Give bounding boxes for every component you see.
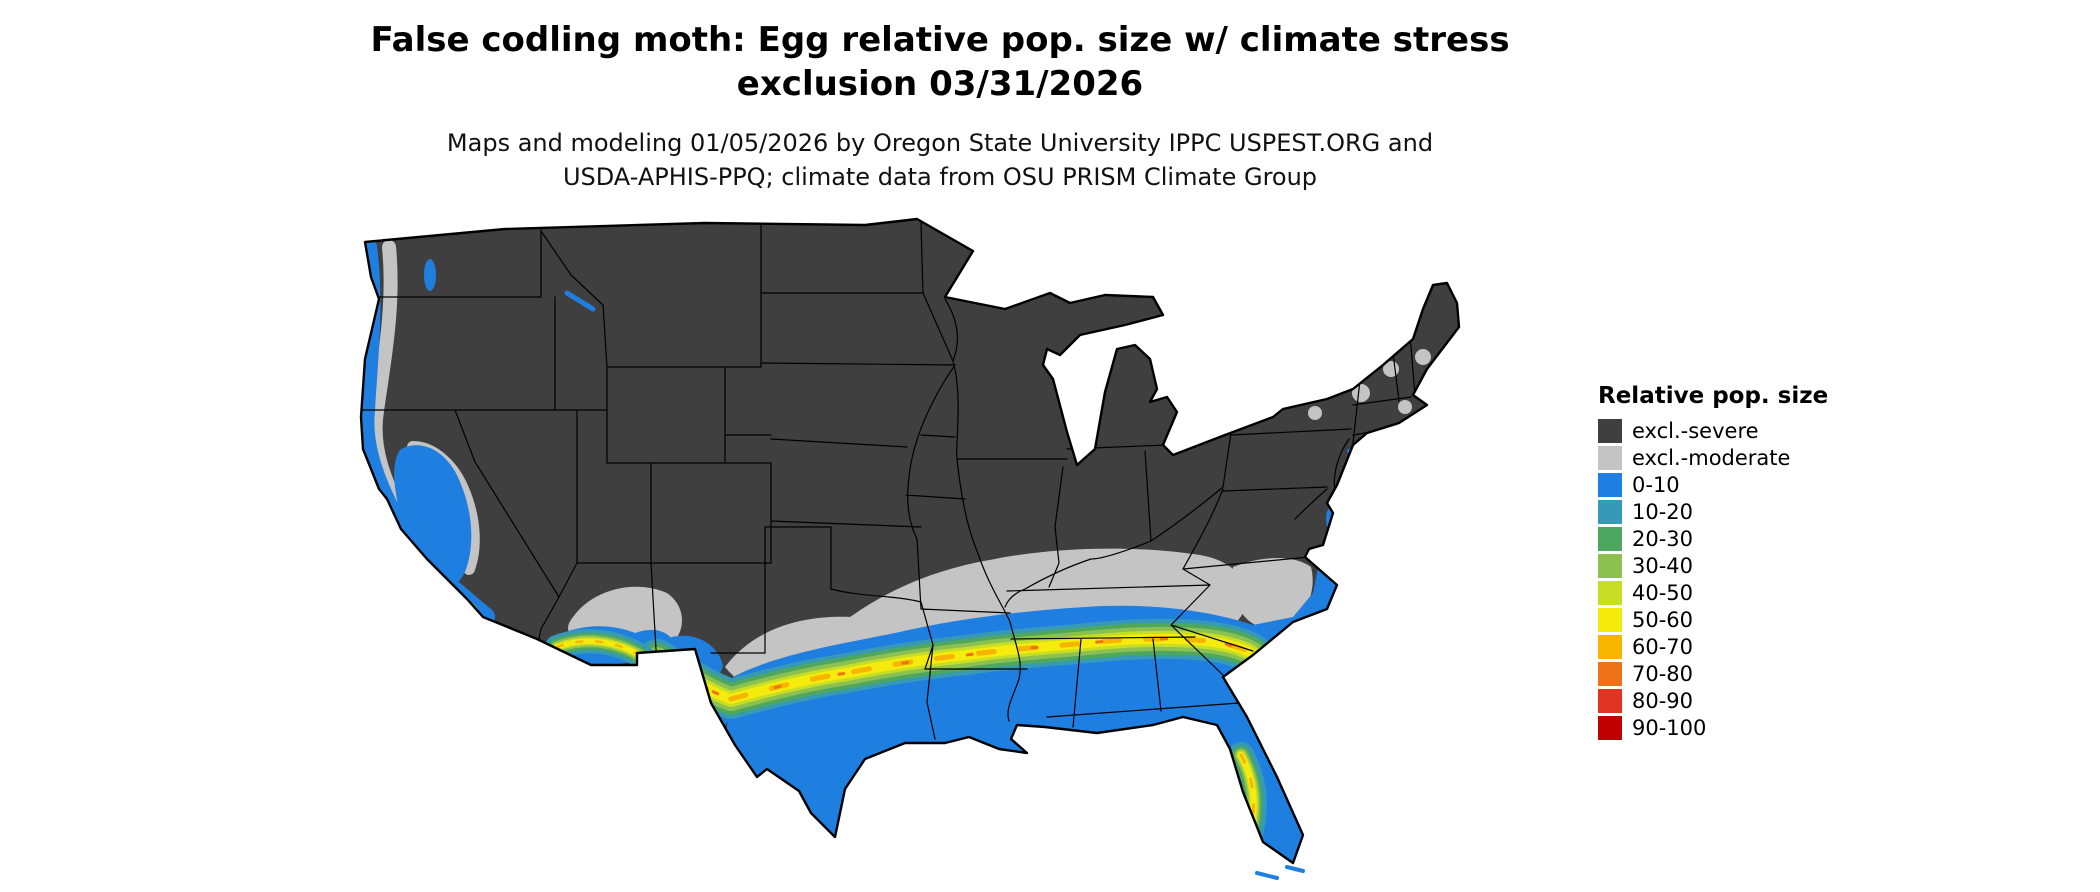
excl-severe-region xyxy=(361,219,1459,863)
legend-label: 30-40 xyxy=(1632,554,1694,578)
legend-swatch xyxy=(1598,500,1622,524)
florida-keys xyxy=(1255,865,1305,880)
legend-item: 60-70 xyxy=(1598,635,1898,659)
excl-moderate-newyork-spot xyxy=(1308,406,1322,420)
legend-item: 90-100 xyxy=(1598,716,1898,740)
legend-swatch xyxy=(1598,554,1622,578)
us-outline-stroke xyxy=(359,217,1461,865)
legend-label: 80-90 xyxy=(1632,689,1694,713)
band-60-70 xyxy=(654,636,1257,702)
page-subtitle-line2: USDA-APHIS-PPQ; climate data from OSU PR… xyxy=(562,163,1318,191)
us-map-container xyxy=(300,197,1550,892)
legend-swatch xyxy=(1598,635,1622,659)
legend-item: 30-40 xyxy=(1598,554,1898,578)
legend-swatch xyxy=(1598,473,1622,497)
page-title: False codling moth: Egg relative pop. si… xyxy=(0,18,1880,106)
excl-moderate-newengland-spot xyxy=(1352,384,1370,402)
blue-chesapeake-spot xyxy=(1331,531,1339,547)
legend-swatch xyxy=(1598,446,1622,470)
risk-band-florida xyxy=(1228,742,1267,850)
risk-band-main xyxy=(637,618,1274,719)
blue-newjersey-spot xyxy=(1338,489,1346,505)
legend-item: 0-10 xyxy=(1598,473,1898,497)
legend-swatch xyxy=(1598,662,1622,686)
legend: Relative pop. size excl.-severe excl.-mo… xyxy=(1598,383,1898,743)
page-title-line1: False codling moth: Egg relative pop. si… xyxy=(370,20,1510,60)
legend-label: excl.-moderate xyxy=(1632,446,1791,470)
legend-label: excl.-severe xyxy=(1632,419,1759,443)
legend-item: 10-20 xyxy=(1598,500,1898,524)
legend-label: 50-60 xyxy=(1632,608,1694,632)
legend-item: 70-80 xyxy=(1598,662,1898,686)
legend-label: 40-50 xyxy=(1632,581,1694,605)
legend-item: 40-50 xyxy=(1598,581,1898,605)
legend-item: 20-30 xyxy=(1598,527,1898,551)
legend-label: 60-70 xyxy=(1632,635,1694,659)
blue-snakeriver-spot xyxy=(564,290,596,312)
legend-label: 10-20 xyxy=(1632,500,1694,524)
blue-pugetsound-spot xyxy=(424,259,436,291)
legend-item: excl.-severe xyxy=(1598,419,1898,443)
legend-label: 90-100 xyxy=(1632,716,1707,740)
legend-swatch xyxy=(1598,581,1622,605)
page-subtitle-line1: Maps and modeling 01/05/2026 by Oregon S… xyxy=(446,129,1434,157)
legend-label: 0-10 xyxy=(1632,473,1680,497)
legend-swatch xyxy=(1598,527,1622,551)
excl-moderate-maine-spot xyxy=(1415,349,1431,365)
legend-swatch xyxy=(1598,419,1622,443)
legend-label: 70-80 xyxy=(1632,662,1694,686)
legend-swatch xyxy=(1598,689,1622,713)
excl-moderate-newengland-spot xyxy=(1398,400,1412,414)
excl-moderate-eastcoast-blob xyxy=(1233,558,1313,629)
legend-item: excl.-moderate xyxy=(1598,446,1898,470)
page-subtitle: Maps and modeling 01/05/2026 by Oregon S… xyxy=(0,126,1880,194)
band-fl-60-70 xyxy=(1239,753,1256,839)
legend-title: Relative pop. size xyxy=(1598,383,1829,409)
legend-item: 80-90 xyxy=(1598,689,1898,713)
legend-swatch xyxy=(1598,716,1622,740)
state-borders xyxy=(361,222,1416,740)
us-map xyxy=(359,217,1461,880)
legend-swatch xyxy=(1598,608,1622,632)
legend-label: 20-30 xyxy=(1632,527,1694,551)
legend-item: 50-60 xyxy=(1598,608,1898,632)
page-title-line2: exclusion 03/31/2026 xyxy=(736,64,1144,104)
